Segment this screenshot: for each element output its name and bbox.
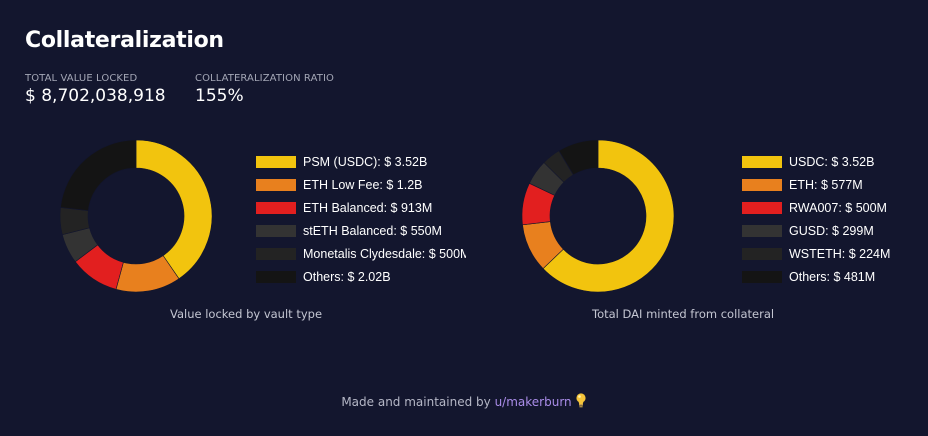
legend-item-2[interactable]: ETH Balanced: $ 913M xyxy=(256,196,466,219)
ratio-label: COLLATERALIZATION RATIO xyxy=(195,73,334,84)
legend-swatch xyxy=(256,224,296,237)
vault-type-chart: PSM (USDC): $ 3.52B ETH Low Fee: $ 1.2B ET… xyxy=(59,139,500,330)
legend-swatch xyxy=(742,270,782,283)
legend-label: ETH Low Fee: $ 1.2B xyxy=(303,177,423,192)
legend-label: stETH Balanced: $ 550M xyxy=(303,223,442,238)
dai-minted-caption: Total DAI minted from collateral xyxy=(592,307,775,321)
legend-swatch xyxy=(742,247,782,260)
donut-slice-5[interactable] xyxy=(60,139,137,211)
legend-swatch xyxy=(256,247,296,260)
ratio-stat: COLLATERALIZATION RATIO 155% xyxy=(195,73,334,106)
donut-slice-0[interactable] xyxy=(542,139,675,293)
legend-swatch xyxy=(742,178,782,191)
legend-item-5[interactable]: Others: $ 481M xyxy=(742,265,928,288)
legend-label: WSTETH: $ 224M xyxy=(789,246,891,261)
ratio-value: 155% xyxy=(195,86,244,106)
tvl-stat: TOTAL VALUE LOCKED $ 8,702,038,918 xyxy=(25,73,166,106)
tvl-label: TOTAL VALUE LOCKED xyxy=(25,73,138,84)
legend-swatch xyxy=(256,201,296,214)
legend-label: USDC: $ 3.52B xyxy=(789,154,875,169)
donut-slice-0[interactable] xyxy=(135,139,213,280)
donut-slice-5[interactable] xyxy=(558,139,599,176)
vault-type-caption: Value locked by vault type xyxy=(170,307,323,321)
legend-item-4[interactable]: Monetalis Clydesdale: $ 500M xyxy=(256,242,466,265)
tvl-value: $ 8,702,038,918 xyxy=(25,86,166,106)
legend-item-3[interactable]: GUSD: $ 299M xyxy=(742,219,928,242)
legend-item-5[interactable]: Others: $ 2.02B xyxy=(256,265,466,288)
legend-label: RWA007: $ 500M xyxy=(789,200,887,215)
legend-label: Others: $ 2.02B xyxy=(303,269,391,284)
legend-label: GUSD: $ 299M xyxy=(789,223,874,238)
legend-swatch xyxy=(742,155,782,168)
legend-label: ETH: $ 577M xyxy=(789,177,863,192)
dai-minted-donut xyxy=(521,139,675,293)
dai-minted-chart: USDC: $ 3.52B ETH: $ 577M RWA007: $ 500M GU… xyxy=(521,139,928,330)
legend-swatch xyxy=(256,155,296,168)
legend-label: Others: $ 481M xyxy=(789,269,876,284)
legend-label: PSM (USDC): $ 3.52B xyxy=(303,154,428,169)
page-title: Collateralization xyxy=(25,28,224,53)
legend-swatch xyxy=(742,224,782,237)
dai-minted-legend: USDC: $ 3.52B ETH: $ 577M RWA007: $ 500M GU… xyxy=(742,150,928,288)
legend-label: ETH Balanced: $ 913M xyxy=(303,200,433,215)
lightbulb-icon xyxy=(575,392,587,412)
legend-item-1[interactable]: ETH Low Fee: $ 1.2B xyxy=(256,173,466,196)
author-link[interactable]: u/makerburn xyxy=(494,395,572,409)
legend-swatch xyxy=(256,178,296,191)
legend-item-2[interactable]: RWA007: $ 500M xyxy=(742,196,928,219)
legend-item-0[interactable]: PSM (USDC): $ 3.52B xyxy=(256,150,466,173)
legend-item-1[interactable]: ETH: $ 577M xyxy=(742,173,928,196)
legend-item-3[interactable]: stETH Balanced: $ 550M xyxy=(256,219,466,242)
legend-swatch xyxy=(742,201,782,214)
vault-type-legend: PSM (USDC): $ 3.52B ETH Low Fee: $ 1.2B ET… xyxy=(256,150,466,288)
footer: Made and maintained by u/makerburn xyxy=(0,392,928,412)
legend-swatch xyxy=(256,270,296,283)
legend-label: Monetalis Clydesdale: $ 500M xyxy=(303,246,466,261)
legend-item-4[interactable]: WSTETH: $ 224M xyxy=(742,242,928,265)
vault-type-donut xyxy=(59,139,213,293)
footer-text: Made and maintained by xyxy=(341,395,495,409)
legend-item-0[interactable]: USDC: $ 3.52B xyxy=(742,150,928,173)
